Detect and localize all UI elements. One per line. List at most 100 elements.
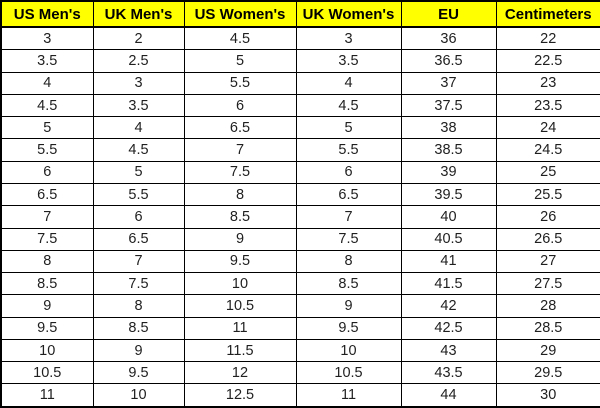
table-cell: 41.5 bbox=[400, 272, 497, 296]
table-row: 4.5 3.5 6 4.5 37.5 23.5 bbox=[0, 93, 600, 118]
table-row: 7.5 6.5 9 7.5 40.5 26.5 bbox=[0, 227, 600, 251]
table-cell: 24 bbox=[495, 116, 600, 140]
table-cell: 40.5 bbox=[400, 227, 497, 251]
table-cell: 5.5 bbox=[0, 138, 94, 162]
table-cell: 3 bbox=[0, 26, 94, 51]
table-cell: 43.5 bbox=[400, 361, 497, 385]
table-cell: 3 bbox=[295, 26, 402, 51]
table-cell: 4 bbox=[92, 116, 185, 140]
table-cell: 8 bbox=[183, 183, 297, 207]
table-cell: 9 bbox=[0, 294, 94, 318]
table-row: 8 7 9.5 8 41 27 bbox=[0, 249, 600, 274]
table-row: 10.5 9.5 12 10.5 43.5 29.5 bbox=[0, 361, 600, 385]
table-cell: 22 bbox=[495, 26, 600, 51]
table-cell: 5.5 bbox=[92, 183, 185, 207]
table-cell: 11 bbox=[183, 316, 297, 340]
table-cell: 6 bbox=[0, 160, 94, 185]
table-cell: 23.5 bbox=[495, 93, 600, 118]
table-cell: 3 bbox=[92, 71, 185, 95]
table-body: 3 2 4.5 3 36 22 3.5 2.5 5 3.5 36.5 22.5 4 3 5.5 4 37 23 4.… bbox=[0, 26, 600, 408]
table-cell: 40 bbox=[400, 205, 497, 229]
table-row: 10 9 11.5 10 43 29 bbox=[0, 338, 600, 363]
column-header: US Women's bbox=[183, 0, 297, 28]
table-cell: 11 bbox=[295, 383, 402, 408]
table-cell: 26 bbox=[495, 205, 600, 229]
table-cell: 42 bbox=[400, 294, 497, 318]
table-cell: 9 bbox=[295, 294, 402, 318]
table-cell: 9 bbox=[92, 338, 185, 363]
table-row: 6.5 5.5 8 6.5 39.5 25.5 bbox=[0, 183, 600, 207]
table-cell: 5 bbox=[295, 116, 402, 140]
table-cell: 8.5 bbox=[92, 316, 185, 340]
table-cell: 7 bbox=[183, 138, 297, 162]
table-cell: 36 bbox=[400, 26, 497, 51]
table-cell: 6 bbox=[92, 205, 185, 229]
table-cell: 29.5 bbox=[495, 361, 600, 385]
table-cell: 6.5 bbox=[92, 227, 185, 251]
column-header: US Men's bbox=[0, 0, 94, 28]
table-cell: 22.5 bbox=[495, 49, 600, 73]
table-cell: 8 bbox=[0, 249, 94, 274]
table-cell: 38 bbox=[400, 116, 497, 140]
table-cell: 4.5 bbox=[92, 138, 185, 162]
table-cell: 12.5 bbox=[183, 383, 297, 408]
table-cell: 36.5 bbox=[400, 49, 497, 73]
table-cell: 6.5 bbox=[183, 116, 297, 140]
table-row: 11 10 12.5 11 44 30 bbox=[0, 383, 600, 408]
table-row: 6 5 7.5 6 39 25 bbox=[0, 160, 600, 185]
table-header-row: US Men's UK Men's US Women's UK Women's EU Ce… bbox=[0, 0, 600, 28]
table-cell: 10.5 bbox=[295, 361, 402, 385]
table-cell: 8.5 bbox=[0, 272, 94, 296]
table-cell: 3.5 bbox=[92, 93, 185, 118]
table-cell: 7 bbox=[92, 249, 185, 274]
table-cell: 9.5 bbox=[295, 316, 402, 340]
table-cell: 2 bbox=[92, 26, 185, 51]
table-cell: 7 bbox=[0, 205, 94, 229]
table-cell: 4.5 bbox=[0, 93, 94, 118]
table-row: 9 8 10.5 9 42 28 bbox=[0, 294, 600, 318]
table-cell: 26.5 bbox=[495, 227, 600, 251]
table-cell: 5 bbox=[0, 116, 94, 140]
table-cell: 23 bbox=[495, 71, 600, 95]
table-cell: 3.5 bbox=[295, 49, 402, 73]
table-cell: 5.5 bbox=[295, 138, 402, 162]
table-cell: 8.5 bbox=[295, 272, 402, 296]
table-cell: 9.5 bbox=[0, 316, 94, 340]
table-cell: 10 bbox=[183, 272, 297, 296]
table-cell: 30 bbox=[495, 383, 600, 408]
table-cell: 38.5 bbox=[400, 138, 497, 162]
table-cell: 9.5 bbox=[183, 249, 297, 274]
table-cell: 2.5 bbox=[92, 49, 185, 73]
table-cell: 27 bbox=[495, 249, 600, 274]
table-cell: 9.5 bbox=[92, 361, 185, 385]
table-cell: 28 bbox=[495, 294, 600, 318]
table-row: US Men's UK Men's US Women's UK Women's EU Ce… bbox=[0, 0, 600, 28]
table-cell: 39 bbox=[400, 160, 497, 185]
table-row: 4 3 5.5 4 37 23 bbox=[0, 71, 600, 95]
table-cell: 27.5 bbox=[495, 272, 600, 296]
table-cell: 37 bbox=[400, 71, 497, 95]
table-cell: 11 bbox=[0, 383, 94, 408]
table-cell: 10 bbox=[0, 338, 94, 363]
table-cell: 6.5 bbox=[0, 183, 94, 207]
table-cell: 6 bbox=[295, 160, 402, 185]
table-row: 3 2 4.5 3 36 22 bbox=[0, 26, 600, 51]
column-header: Centimeters bbox=[495, 0, 600, 28]
table-cell: 8 bbox=[92, 294, 185, 318]
table-cell: 28.5 bbox=[495, 316, 600, 340]
table-row: 5.5 4.5 7 5.5 38.5 24.5 bbox=[0, 138, 600, 162]
table-cell: 10.5 bbox=[183, 294, 297, 318]
table-cell: 24.5 bbox=[495, 138, 600, 162]
column-header: EU bbox=[400, 0, 497, 28]
table-row: 5 4 6.5 5 38 24 bbox=[0, 116, 600, 140]
table-cell: 37.5 bbox=[400, 93, 497, 118]
table-cell: 11.5 bbox=[183, 338, 297, 363]
column-header: UK Men's bbox=[92, 0, 185, 28]
table-cell: 4 bbox=[295, 71, 402, 95]
table-cell: 44 bbox=[400, 383, 497, 408]
table-cell: 6 bbox=[183, 93, 297, 118]
table-cell: 9 bbox=[183, 227, 297, 251]
table-row: 7 6 8.5 7 40 26 bbox=[0, 205, 600, 229]
table-cell: 10 bbox=[295, 338, 402, 363]
table-cell: 42.5 bbox=[400, 316, 497, 340]
